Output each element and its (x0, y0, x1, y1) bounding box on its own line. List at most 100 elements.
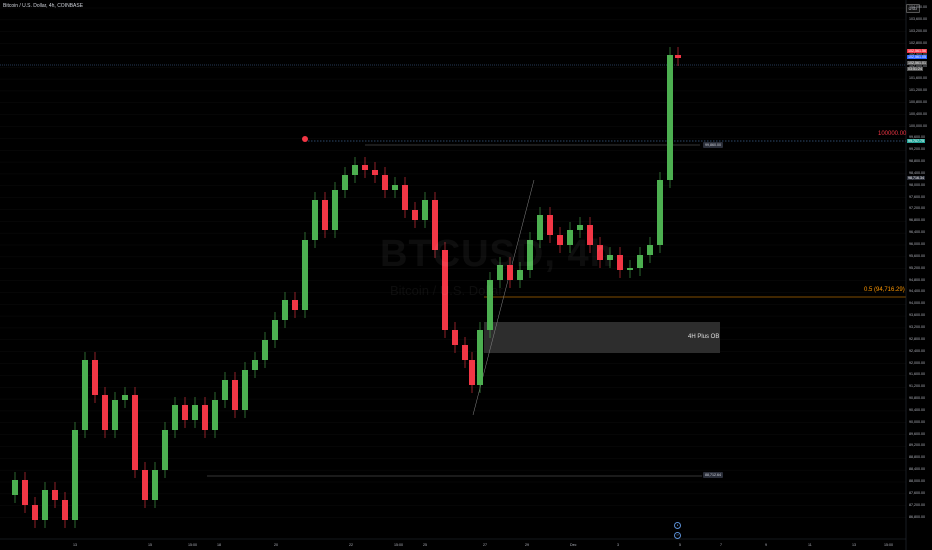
candle-body[interactable] (477, 330, 483, 385)
price-tick: 103,600.00 (909, 16, 927, 21)
price-tick: 90,000.00 (909, 419, 925, 424)
chart-title: Bitcoin / U.S. Dollar, 4h, COINBASE (3, 3, 84, 9)
candle-body[interactable] (212, 400, 218, 430)
candle-body[interactable] (132, 395, 138, 470)
price-tick: 104,000.00 (909, 5, 927, 9)
event-icon[interactable]: ● (674, 522, 681, 529)
candle-body[interactable] (607, 255, 613, 260)
candle-body[interactable] (112, 400, 118, 430)
alert-marker-icon[interactable] (302, 136, 308, 142)
candle-body[interactable] (252, 360, 258, 370)
candle-body[interactable] (469, 360, 475, 385)
candle-body[interactable] (507, 265, 513, 280)
price-tick: 103,200.00 (909, 28, 927, 33)
candle-body[interactable] (402, 185, 408, 210)
candle-body[interactable] (92, 360, 98, 395)
candle-body[interactable] (332, 190, 338, 230)
order-block-zone (484, 322, 720, 353)
candle-body[interactable] (262, 340, 268, 360)
high-price-box: 99,860.00 (703, 142, 723, 148)
candle-body[interactable] (282, 300, 288, 320)
watermark-symbol: BTCUSD, 4h (380, 233, 614, 275)
candle-body[interactable] (412, 210, 418, 220)
candle-body[interactable] (102, 395, 108, 430)
price-tick: 96,400.00 (909, 230, 925, 235)
price-tick: 92,800.00 (909, 336, 925, 341)
candle-body[interactable] (142, 470, 148, 500)
fib-level-label: 0.5 (94,716.29) (864, 287, 905, 293)
price-tick: 97,600.00 (909, 194, 925, 199)
currency-selector[interactable]: USD (905, 4, 920, 13)
candle-body[interactable] (452, 330, 458, 345)
candle-body[interactable] (342, 175, 348, 190)
time-tick: 7 (720, 543, 722, 547)
candle-body[interactable] (242, 370, 248, 410)
price-tick: 99,600.00 (909, 135, 925, 140)
candle-body[interactable] (392, 185, 398, 190)
candle-body[interactable] (192, 405, 198, 420)
candle-body[interactable] (647, 245, 653, 255)
candle-body[interactable] (587, 225, 593, 245)
price-tick: 97,200.00 (909, 206, 925, 211)
candle-body[interactable] (422, 200, 428, 220)
candle-body[interactable] (122, 395, 128, 400)
candle-body[interactable] (487, 280, 493, 330)
candle-body[interactable] (497, 265, 503, 280)
candle-body[interactable] (272, 320, 278, 340)
time-tick: 3 (617, 543, 619, 547)
candle-body[interactable] (222, 380, 228, 400)
price-tick: 93,200.00 (909, 324, 925, 329)
candle-body[interactable] (322, 200, 328, 230)
candle-body[interactable] (232, 380, 238, 410)
candle-body[interactable] (292, 300, 298, 310)
candle-body[interactable] (362, 165, 368, 170)
candle-body[interactable] (42, 490, 48, 520)
candle-body[interactable] (52, 490, 58, 500)
candle-body[interactable] (82, 360, 88, 430)
candle-body[interactable] (432, 200, 438, 250)
price-tick: 95,200.00 (909, 265, 925, 270)
candle-body[interactable] (577, 225, 583, 230)
candle-body[interactable] (637, 255, 643, 268)
order-block-label: 4H Plus OB (688, 334, 720, 340)
candle-body[interactable] (462, 345, 468, 360)
candle-body[interactable] (667, 55, 673, 180)
candle-body[interactable] (597, 245, 603, 260)
candle-body[interactable] (372, 170, 378, 175)
candle-body[interactable] (527, 240, 533, 270)
candle-body[interactable] (675, 55, 681, 58)
time-tick: 13 (852, 543, 856, 547)
price-tick: 100,800.00 (909, 99, 927, 104)
candle-body[interactable] (442, 250, 448, 330)
candle-body[interactable] (567, 230, 573, 245)
candle-body[interactable] (657, 180, 663, 245)
candle-body[interactable] (202, 405, 208, 430)
candle-body[interactable] (172, 405, 178, 430)
candle-body[interactable] (617, 255, 623, 270)
candle-body[interactable] (537, 215, 543, 240)
price-tick: 101,600.00 (909, 76, 927, 81)
candle-body[interactable] (517, 270, 523, 280)
candle-body[interactable] (382, 175, 388, 190)
candle-body[interactable] (152, 470, 158, 500)
low-price-box: 88,712.64 (703, 472, 723, 478)
price-tick: 96,800.00 (909, 218, 925, 223)
candle-body[interactable] (62, 500, 68, 520)
candle-body[interactable] (72, 430, 78, 520)
candle-body[interactable] (627, 268, 633, 270)
candle-body[interactable] (12, 480, 18, 495)
candle-body[interactable] (22, 480, 28, 505)
candle-body[interactable] (182, 405, 188, 420)
price-tick: 100,000.00 (909, 123, 927, 128)
candle-body[interactable] (302, 240, 308, 310)
candle-body[interactable] (162, 430, 168, 470)
dividend-icon[interactable]: ↺ (674, 532, 681, 539)
candle-body[interactable] (312, 200, 318, 240)
candle-body[interactable] (32, 505, 38, 520)
sell-price-tag: 102,561.56 (907, 49, 927, 53)
candle-body[interactable] (547, 215, 553, 235)
candle-body[interactable] (352, 165, 358, 175)
candle-body[interactable] (557, 235, 563, 245)
time-tick: 11 (808, 543, 812, 547)
